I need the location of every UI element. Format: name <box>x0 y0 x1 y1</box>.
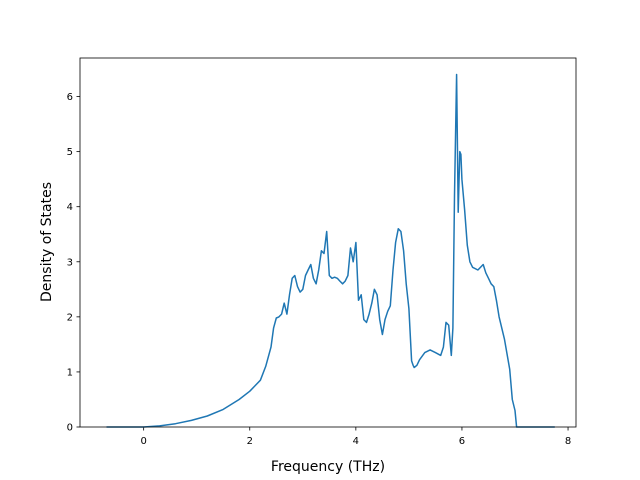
y-tick-label: 3 <box>67 257 73 268</box>
series-layer <box>106 73 555 428</box>
x-tick-label: 6 <box>459 436 465 447</box>
y-tick-label: 5 <box>67 147 73 158</box>
x-tick-label: 2 <box>247 436 253 447</box>
x-tick-label: 8 <box>565 436 571 447</box>
dos-series-line <box>106 73 555 428</box>
y-tick-label: 2 <box>67 312 73 323</box>
x-tick-label: 4 <box>353 436 359 447</box>
y-axis-ticks: 0 1 2 3 4 5 6 <box>67 92 80 434</box>
y-axis-label: Density of States <box>39 182 55 302</box>
x-axis-label: Frequency (THz) <box>271 459 385 475</box>
y-tick-label: 4 <box>67 202 73 213</box>
x-tick-label: 0 <box>140 436 146 447</box>
y-tick-label: 0 <box>67 423 73 434</box>
plot-frame <box>79 57 577 428</box>
y-tick-label: 6 <box>67 92 73 103</box>
y-tick-label: 1 <box>67 367 73 378</box>
